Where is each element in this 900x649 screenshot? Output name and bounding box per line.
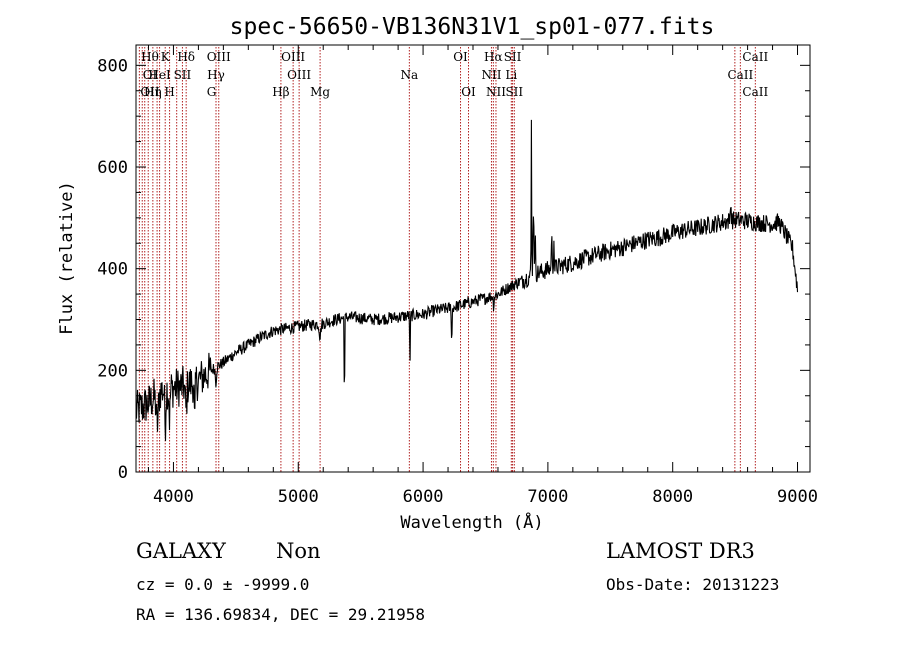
subclass-label: Non [276,539,321,563]
x-tick-label: 4000 [153,487,194,507]
line-label: OI [461,85,476,99]
spectrum-line [135,119,799,442]
y-tick-label: 200 [97,361,128,381]
line-label: OIII [207,50,231,64]
line-label: OI [143,68,158,82]
line-label: OII [140,85,160,99]
line-label: Hγ [207,68,225,82]
line-label: K [161,50,171,64]
coords-text: RA = 136.69834, DEC = 29.21958 [136,605,425,624]
line-label: Na [401,68,419,82]
x-axis: 4000 5000 6000 7000 8000 9000 [147,45,818,507]
line-label: Hη [144,85,162,99]
line-label: HeI [148,68,171,82]
line-label: Li [505,68,517,82]
line-label: Mg [310,85,330,99]
x-tick-label: 7000 [527,487,568,507]
chart-title: spec-56650-VB136N31V1_sp01-077.fits [230,14,715,40]
line-label: G [207,85,217,99]
line-label: Hθ [141,50,159,64]
x-tick-label: 6000 [403,487,444,507]
plot-frame [135,44,811,473]
y-tick-label: 0 [118,463,128,483]
x-tick-label: 5000 [278,487,319,507]
y-tick-label: 800 [97,56,128,76]
class-label: GALAXY [136,539,227,563]
x-tick-label: 9000 [777,487,818,507]
y-tick-label: 400 [97,260,128,280]
line-label: CaII [742,85,768,99]
line-label: Hα [484,50,503,64]
line-label: Hδ [177,50,195,64]
line-label: H [164,85,174,99]
y-axis-label: Flux (relative) [57,181,77,335]
line-markers [138,47,756,472]
line-label: NII [486,85,506,99]
line-label: SII [505,85,523,99]
line-label: OIII [281,50,305,64]
y-axis: 0 200 400 600 800 [97,56,810,483]
line-label: OI [453,50,468,64]
line-label: SII [174,68,192,82]
obs-date-text: Obs-Date: 20131223 [606,575,779,594]
survey-label: LAMOST DR3 [606,539,755,563]
line-label: Hβ [272,85,289,99]
spectrum-layer [135,119,799,442]
line-label: CaII [742,50,768,64]
redshift-text: cz = 0.0 ± -9999.0 [136,575,309,594]
line-label: OIII [287,68,311,82]
line-label: CaII [727,68,753,82]
y-tick-label: 600 [97,158,128,178]
x-tick-label: 8000 [652,487,693,507]
line-label: NII [481,68,501,82]
line-label: SII [504,50,522,64]
x-axis-label: Wavelength (Å) [400,511,543,533]
